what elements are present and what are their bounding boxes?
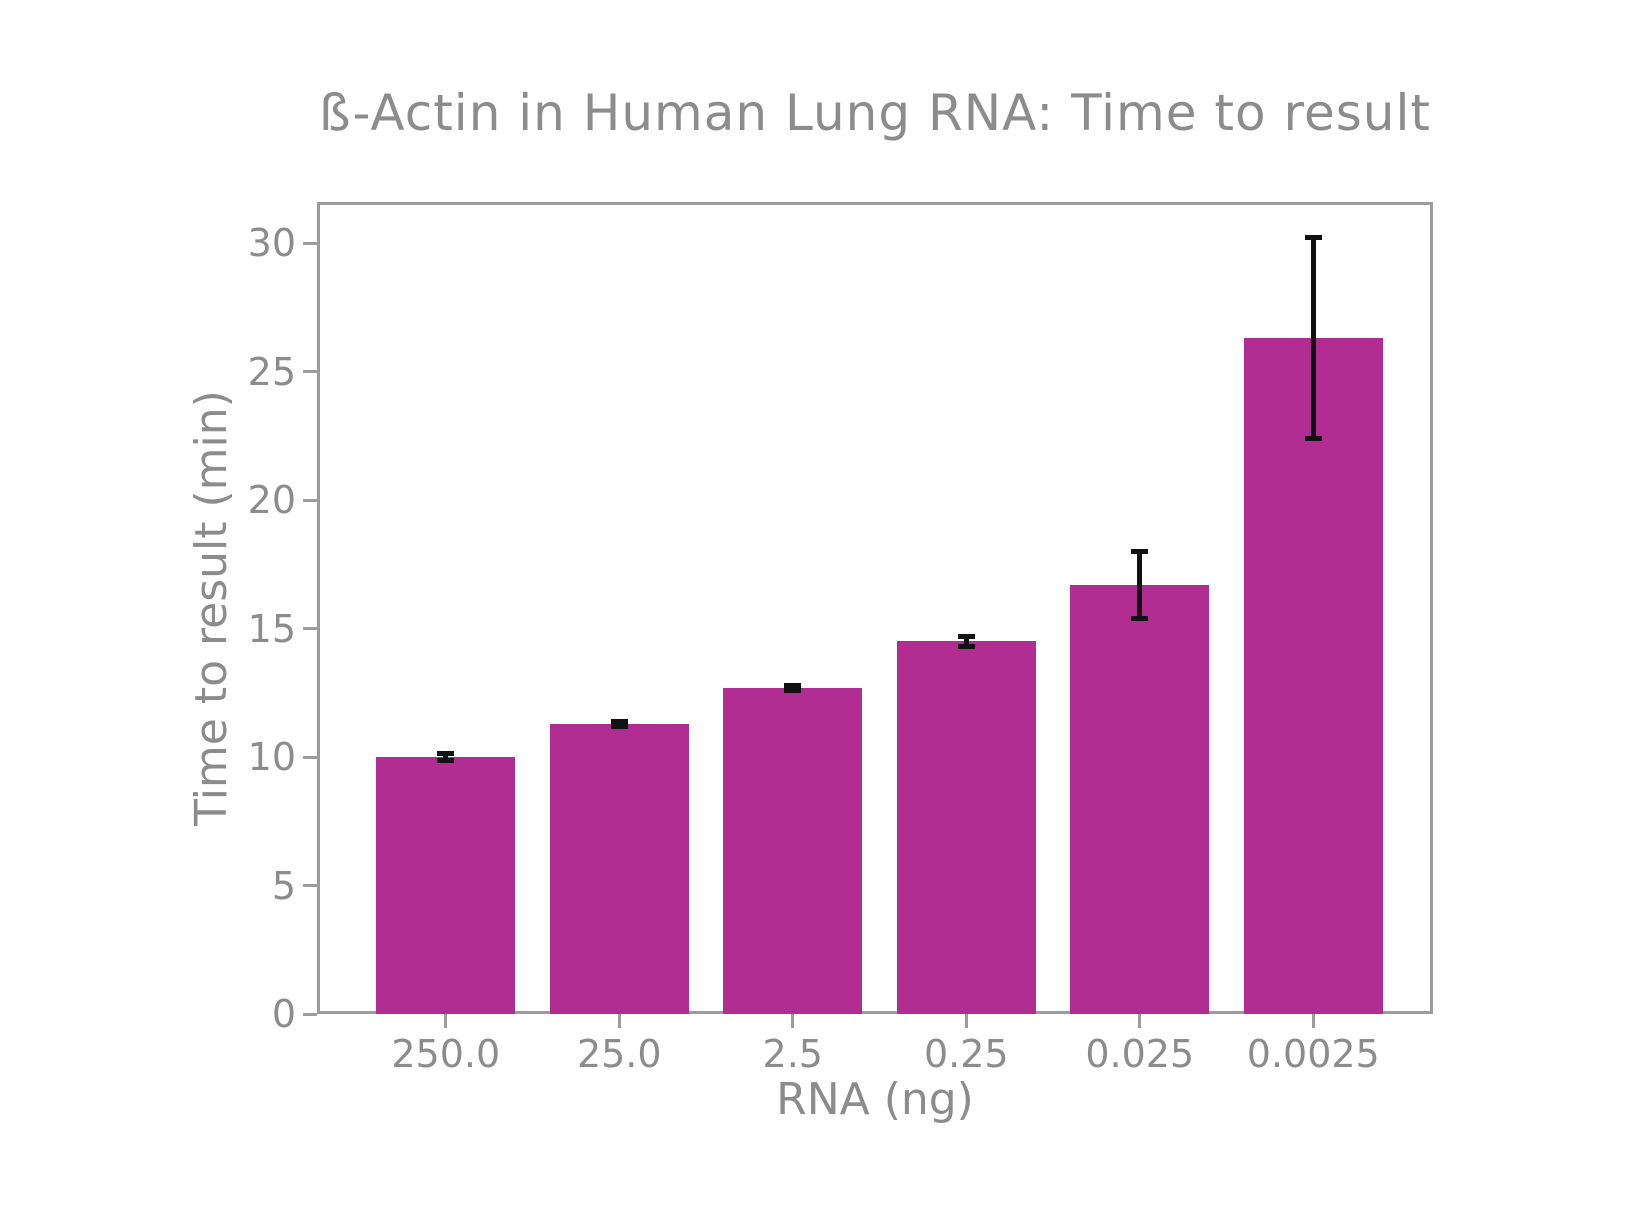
bar: [376, 757, 516, 1014]
error-bar: [1137, 551, 1143, 619]
plot-area: [317, 202, 1433, 1014]
error-bar-cap: [957, 633, 975, 639]
y-tick: [303, 1012, 317, 1016]
x-tick-label: 0.25: [923, 1032, 1009, 1076]
error-bar-cap: [1131, 548, 1149, 554]
bar: [723, 687, 863, 1014]
y-tick: [303, 627, 317, 631]
bar: [1243, 338, 1383, 1014]
error-bar-cap: [1131, 615, 1149, 621]
error-bar-cap: [784, 687, 802, 693]
error-bar-cap: [437, 750, 455, 756]
x-tick-label: 0.025: [1085, 1032, 1195, 1076]
y-tick: [303, 884, 317, 888]
error-bar-cap: [957, 644, 975, 650]
error-bar-cap: [437, 758, 455, 764]
error-bar: [790, 685, 796, 691]
y-tick-label: 0: [271, 992, 296, 1036]
error-bar: [1310, 237, 1316, 439]
y-tick-label: 5: [271, 863, 296, 908]
x-tick: [964, 1014, 968, 1028]
bar: [896, 641, 1036, 1014]
x-tick: [791, 1014, 795, 1028]
x-tick: [444, 1014, 448, 1028]
bar: [1070, 584, 1210, 1014]
y-tick: [303, 241, 317, 245]
y-tick: [303, 755, 317, 759]
x-tick: [1138, 1014, 1142, 1028]
error-bar: [963, 636, 969, 647]
error-bar-cap: [1304, 235, 1322, 241]
error-bar: [616, 721, 622, 727]
error-bar: [443, 753, 449, 761]
y-tick: [303, 498, 317, 502]
x-tick-label: 0.0025: [1246, 1032, 1380, 1076]
bar: [549, 723, 689, 1014]
error-bar-cap: [1304, 435, 1322, 441]
x-tick-label: 25.0: [576, 1032, 662, 1076]
y-tick-label: 20: [247, 478, 296, 523]
chart-title: ß-Actin in Human Lung RNA: Time to resul…: [319, 84, 1431, 142]
error-bar-cap: [784, 682, 802, 688]
y-tick-label: 30: [247, 221, 296, 266]
y-tick: [303, 370, 317, 374]
x-axis-label: RNA (ng): [776, 1074, 974, 1125]
y-tick-label: 15: [247, 606, 296, 651]
error-bar-cap: [610, 723, 628, 729]
x-tick-label: 250.0: [391, 1032, 501, 1076]
x-tick-label: 2.5: [762, 1032, 823, 1076]
y-tick-label: 25: [247, 349, 296, 394]
x-tick: [1311, 1014, 1315, 1028]
y-tick-label: 10: [247, 735, 296, 780]
x-tick: [617, 1014, 621, 1028]
error-bar-cap: [610, 718, 628, 724]
